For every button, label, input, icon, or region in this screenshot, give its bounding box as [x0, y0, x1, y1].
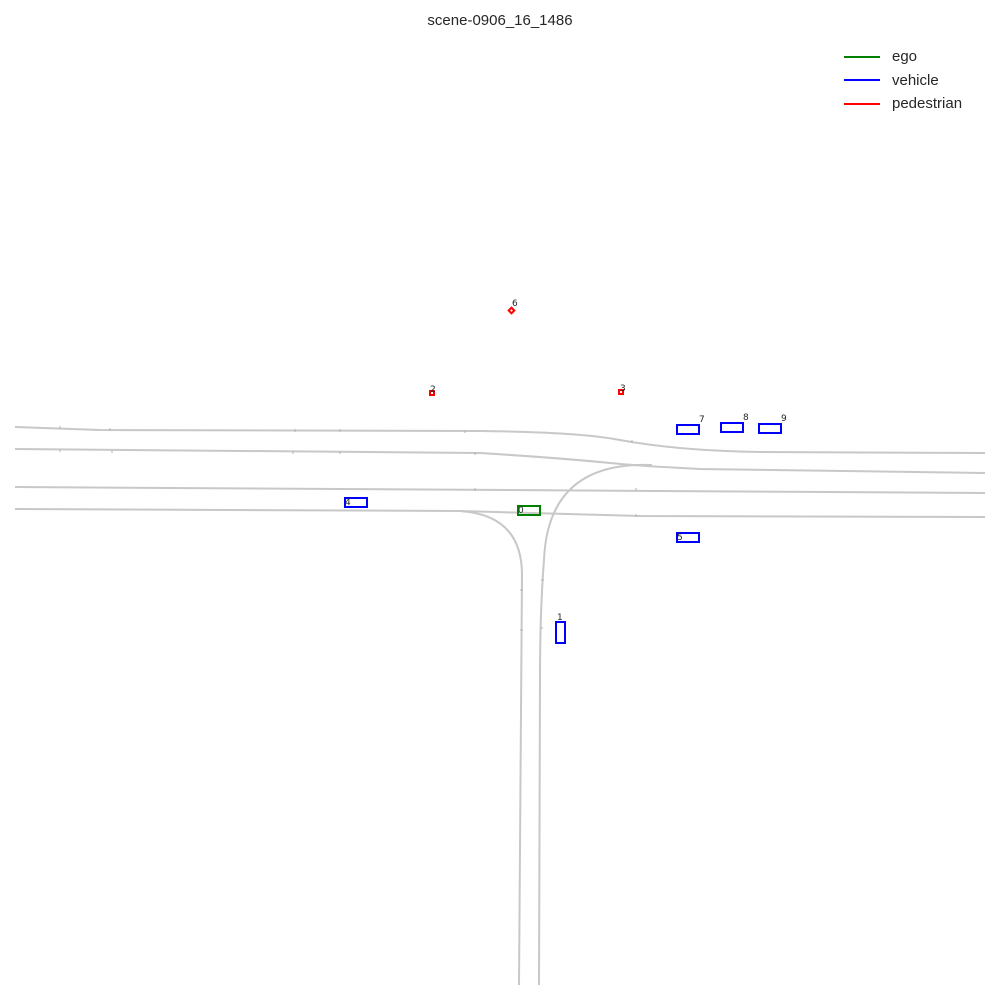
- legend-label: pedestrian: [892, 95, 963, 113]
- lane-line: [459, 510, 524, 986]
- legend-swatch-ego: [844, 55, 880, 58]
- pedestrian-box: [429, 390, 435, 396]
- agent-pedestrian-3: 3: [618, 384, 626, 395]
- vehicle-box: [676, 424, 700, 435]
- lane-lines: [14, 426, 986, 986]
- vehicle-box: [720, 422, 744, 433]
- agent-id-label: 5: [677, 533, 683, 543]
- agent-id-label: 3: [620, 384, 626, 394]
- pedestrian-box: [507, 306, 516, 315]
- legend: ego vehicle pedestrian: [838, 45, 962, 116]
- lane-line: [14, 448, 986, 474]
- legend-item-vehicle: vehicle: [838, 69, 962, 93]
- lane-line: [538, 463, 653, 986]
- lane-line: [14, 508, 986, 518]
- agent-pedestrian-6: 6: [507, 299, 518, 315]
- agent-pedestrian-2: 2: [429, 385, 436, 396]
- agent-id-label: 0: [518, 506, 524, 516]
- legend-label: ego: [892, 48, 918, 66]
- agent-id-label: 7: [699, 415, 705, 425]
- agent-id-label: 9: [781, 414, 787, 424]
- vehicle-box: [555, 621, 566, 644]
- legend-swatch-vehicle: [844, 79, 880, 82]
- ego-box: [517, 505, 541, 516]
- lane-line: [14, 486, 986, 494]
- scene-title: scene-0906_16_1486: [427, 12, 573, 29]
- agent-id-label: 4: [345, 498, 351, 508]
- lane-line: [14, 426, 986, 454]
- legend-label: vehicle: [892, 71, 939, 89]
- agent-vehicle-1: 1: [555, 613, 566, 644]
- agent-vehicle-9: 9: [758, 414, 787, 434]
- vehicle-box: [344, 497, 368, 508]
- vehicle-box: [758, 423, 782, 434]
- agent-vehicle-4: 4: [344, 497, 368, 508]
- agent-id-label: 6: [512, 299, 518, 309]
- agent-vehicle-7: 7: [676, 415, 705, 435]
- agent-vehicle-5: 5: [676, 532, 700, 543]
- agent-id-label: 8: [743, 413, 749, 423]
- agent-vehicle-8: 8: [720, 413, 749, 433]
- pedestrian-box: [618, 389, 624, 395]
- legend-swatch-pedestrian: [844, 102, 880, 105]
- lane-ticks: [59, 426, 637, 631]
- agent-id-label: 2: [430, 385, 436, 395]
- legend-item-pedestrian: pedestrian: [838, 92, 962, 116]
- agents: 0 1 2 3 4 5 6 7: [344, 299, 787, 644]
- vehicle-box: [676, 532, 700, 543]
- agent-ego-0: 0: [517, 505, 541, 516]
- legend-item-ego: ego: [838, 45, 962, 69]
- agent-id-label: 1: [557, 613, 563, 623]
